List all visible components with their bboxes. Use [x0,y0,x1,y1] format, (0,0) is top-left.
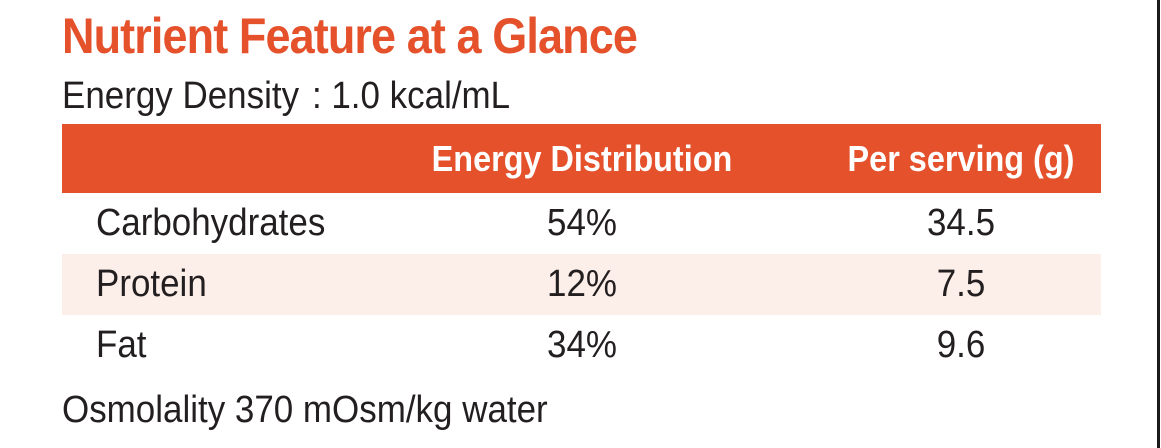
right-edge-divider [1157,0,1160,448]
nutrient-table: Energy Distribution Per serving (g) Carb… [62,124,1101,376]
nutrient-name: Carbohydrates [96,202,326,244]
header-energy-distribution: Energy Distribution [431,138,733,179]
table-header: Energy Distribution Per serving (g) [62,124,1101,193]
per-serving-value: 9.6 [936,324,986,366]
energy-distribution-value: 34% [547,324,617,366]
nutrient-name: Fat [96,324,147,366]
energy-density-label: Energy Density [62,75,300,117]
per-serving-value: 34.5 [926,202,996,244]
page-title: Nutrient Feature at a Glance [62,8,638,64]
energy-distribution-value: 54% [547,202,617,244]
energy-density-value: : 1.0 kcal/mL [311,75,511,117]
osmolality-note: Osmolality 370 mOsm/kg water [62,389,548,431]
table-row-fat: Fat 34% 9.6 [62,315,1101,376]
per-serving-value: 7.5 [936,263,986,305]
nutrient-name: Protein [96,263,207,305]
table-row-carbohydrates: Carbohydrates 54% 34.5 [62,193,1101,254]
energy-density-line: Energy Density : 1.0 kcal/mL [62,70,510,122]
table-row-protein: Protein 12% 7.5 [62,254,1101,315]
header-per-serving: Per serving (g) [847,138,1075,179]
energy-distribution-value: 12% [547,263,617,305]
